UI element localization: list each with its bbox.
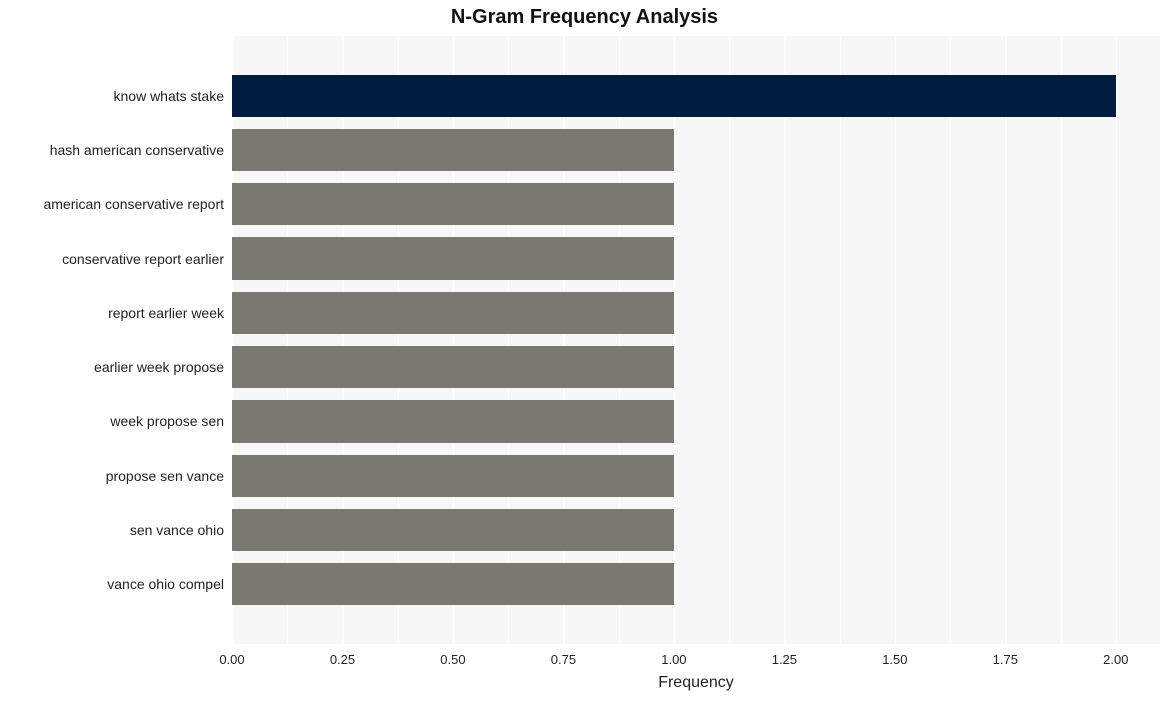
- bar: [232, 346, 674, 388]
- y-tick-label: know whats stake: [114, 88, 233, 104]
- x-gridline-minor: [508, 36, 509, 644]
- x-gridline: [674, 36, 676, 644]
- x-axis-title: Frequency: [232, 674, 1160, 692]
- ngram-frequency-chart: N-Gram Frequency Analysis know whats sta…: [0, 0, 1169, 701]
- x-gridline: [895, 36, 897, 644]
- x-tick-label: 0.75: [551, 652, 576, 667]
- x-gridline: [1005, 36, 1007, 644]
- y-tick-label: report earlier week: [108, 305, 232, 321]
- bar: [232, 237, 674, 279]
- x-tick-label: 0.25: [330, 652, 355, 667]
- x-gridline-minor: [1061, 36, 1062, 644]
- chart-title: N-Gram Frequency Analysis: [0, 6, 1169, 29]
- bar: [232, 509, 674, 551]
- y-tick-label: vance ohio compel: [107, 576, 232, 592]
- bar: [232, 183, 674, 225]
- x-gridline: [453, 36, 455, 644]
- x-gridline-minor: [840, 36, 841, 644]
- bar: [232, 563, 674, 605]
- x-gridline: [784, 36, 786, 644]
- y-tick-label: conservative report earlier: [62, 251, 232, 267]
- bar: [232, 129, 674, 171]
- x-tick-label: 1.25: [772, 652, 797, 667]
- x-gridline: [563, 36, 565, 644]
- x-gridline-minor: [619, 36, 620, 644]
- bar: [232, 75, 1116, 117]
- bar: [232, 455, 674, 497]
- y-tick-label: week propose sen: [110, 413, 232, 429]
- y-tick-label: propose sen vance: [106, 468, 232, 484]
- y-tick-label: sen vance ohio: [130, 522, 232, 538]
- x-tick-label: 1.00: [661, 652, 686, 667]
- x-gridline: [342, 36, 344, 644]
- x-tick-label: 1.50: [882, 652, 907, 667]
- y-tick-label: american conservative report: [43, 196, 232, 212]
- y-tick-label: hash american conservative: [50, 142, 232, 158]
- plot-area: know whats stakehash american conservati…: [232, 36, 1160, 644]
- x-gridline: [1116, 36, 1118, 644]
- x-gridline-minor: [287, 36, 288, 644]
- x-tick-label: 0.50: [440, 652, 465, 667]
- bar: [232, 292, 674, 334]
- x-gridline-minor: [398, 36, 399, 644]
- bar: [232, 400, 674, 442]
- y-tick-label: earlier week propose: [94, 359, 232, 375]
- x-tick-label: 2.00: [1103, 652, 1128, 667]
- x-gridline-minor: [950, 36, 951, 644]
- x-gridline-minor: [729, 36, 730, 644]
- x-tick-label: 0.00: [219, 652, 244, 667]
- x-tick-label: 1.75: [993, 652, 1018, 667]
- x-gridline: [232, 36, 234, 644]
